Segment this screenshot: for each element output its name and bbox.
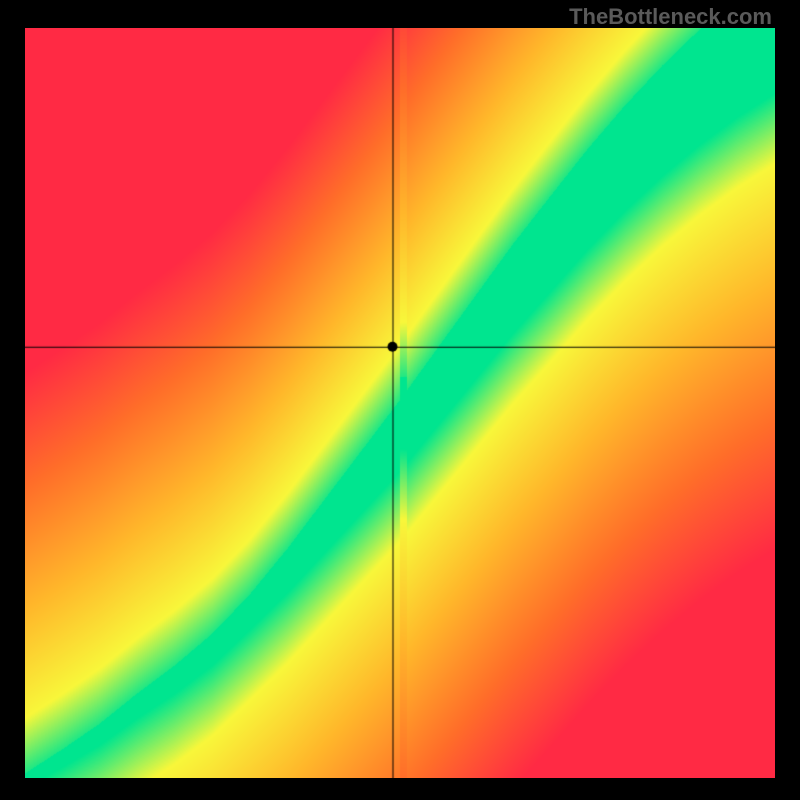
heatmap-plot — [25, 28, 775, 778]
heatmap-canvas — [25, 28, 775, 778]
watermark-text: TheBottleneck.com — [569, 4, 772, 30]
